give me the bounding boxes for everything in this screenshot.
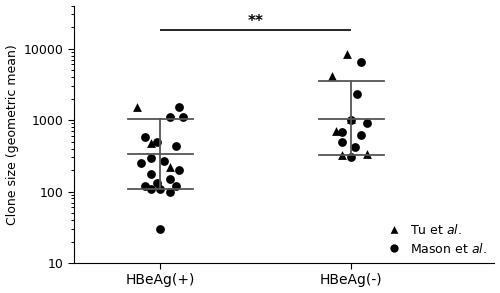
Point xyxy=(166,165,174,169)
Legend: Tu et $\it{al.}$, Mason et $\it{al.}$: Tu et $\it{al.}$, Mason et $\it{al.}$ xyxy=(380,221,488,257)
Point xyxy=(134,105,141,110)
Point xyxy=(172,143,179,148)
Point xyxy=(338,130,345,134)
Point xyxy=(160,159,168,163)
Point xyxy=(147,172,155,176)
Point xyxy=(147,156,155,161)
Point xyxy=(172,183,179,188)
Point xyxy=(347,155,355,160)
Point xyxy=(152,139,160,144)
Point xyxy=(338,140,345,144)
Point xyxy=(176,105,184,110)
Point xyxy=(347,116,355,121)
Point xyxy=(166,189,174,194)
Text: **: ** xyxy=(248,14,264,29)
Point xyxy=(156,186,164,191)
Point xyxy=(176,168,184,172)
Point xyxy=(347,118,355,122)
Point xyxy=(141,183,149,188)
Point xyxy=(328,73,336,78)
Point xyxy=(166,177,174,181)
Point xyxy=(353,92,361,97)
Point xyxy=(332,129,340,134)
Point xyxy=(179,115,187,120)
Point xyxy=(344,51,351,56)
Y-axis label: Clone size (geometric mean): Clone size (geometric mean) xyxy=(6,44,18,225)
Point xyxy=(141,135,149,139)
Point xyxy=(147,141,155,145)
Point xyxy=(137,161,145,166)
Point xyxy=(357,59,365,64)
Point xyxy=(152,181,160,186)
Point xyxy=(362,121,370,126)
Point xyxy=(156,226,164,231)
Point xyxy=(166,115,174,120)
Point xyxy=(362,151,370,156)
Point xyxy=(357,132,365,137)
Point xyxy=(147,186,155,191)
Point xyxy=(338,153,345,158)
Point xyxy=(351,145,359,149)
